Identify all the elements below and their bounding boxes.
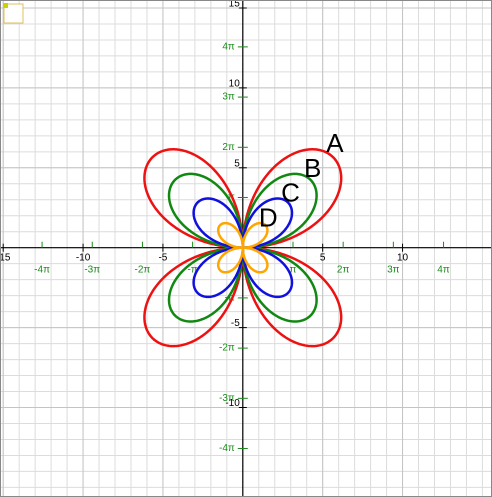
- x-pi-tick-label: -3π: [84, 264, 100, 275]
- corner-icon-dot: [3, 3, 8, 8]
- x-pi-tick-label: 2π: [337, 264, 350, 275]
- curve-label: D: [259, 202, 278, 232]
- x-pi-tick-label: -4π: [34, 264, 50, 275]
- curve-label: B: [304, 153, 321, 183]
- x-pi-tick-label: 3π: [387, 264, 400, 275]
- corner-icon[interactable]: [3, 3, 24, 24]
- curve-label: A: [326, 128, 344, 158]
- y-tick-label: 10: [229, 79, 241, 90]
- x-pi-tick-label: -π: [187, 264, 197, 275]
- x-tick-label: 10: [397, 252, 409, 263]
- y-pi-tick-label: -4π: [219, 443, 235, 454]
- y-pi-tick-label: 3π: [222, 92, 235, 103]
- x-tick-label: -5: [158, 252, 167, 263]
- x-tick-label: -15: [0, 252, 11, 263]
- x-pi-tick-label: π: [290, 264, 297, 275]
- x-pi-tick-label: -2π: [135, 264, 151, 275]
- y-pi-tick-label: -2π: [219, 343, 235, 354]
- y-tick-label: -5: [231, 318, 240, 329]
- y-pi-tick-label: 4π: [222, 42, 235, 53]
- y-tick-label: 15: [229, 0, 241, 10]
- y-pi-tick-label: -3π: [219, 393, 235, 404]
- y-pi-tick-label: 2π: [222, 142, 235, 153]
- x-tick-label: -10: [76, 252, 91, 263]
- x-tick-label: 5: [320, 252, 326, 263]
- rose-curve: [216, 221, 269, 274]
- y-tick-label: 5: [234, 158, 240, 169]
- y-pi-tick-label: -π: [225, 293, 235, 304]
- x-pi-tick-label: 4π: [437, 264, 450, 275]
- curve-label: C: [281, 178, 300, 208]
- y-tick-label: -10: [225, 398, 240, 409]
